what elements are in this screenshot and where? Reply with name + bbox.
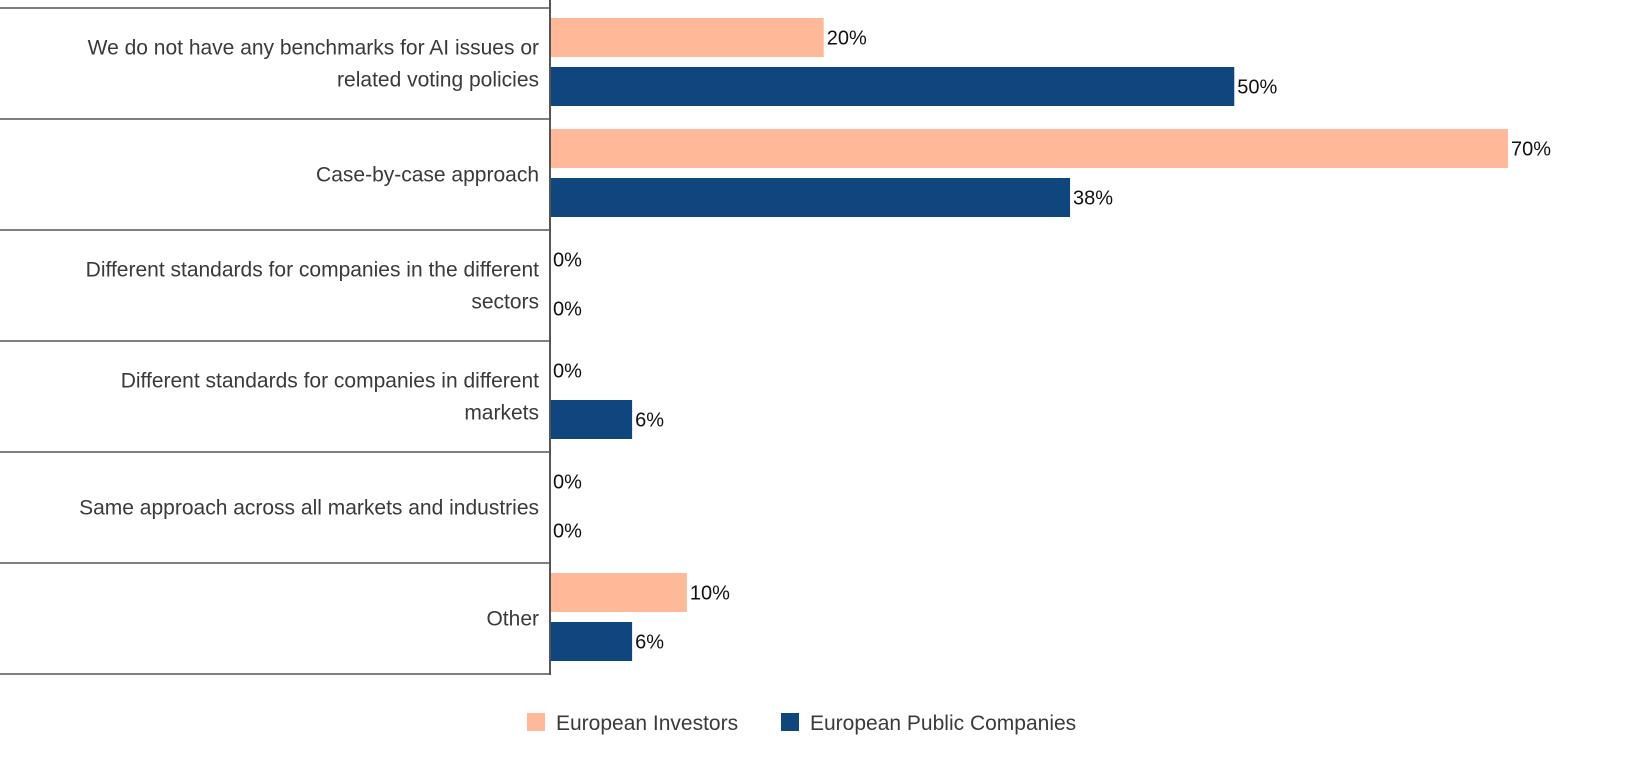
bar-european-public-companies [550,400,633,439]
bar-european-investors [550,18,824,57]
category-label: Different standards for companies in dif… [121,370,539,393]
data-label: 50% [1237,77,1277,99]
category-labels: We do not have any benchmarks for AI iss… [79,37,539,631]
category-label: sectors [471,291,539,314]
data-label: 6% [635,632,664,654]
data-label: 70% [1511,139,1551,161]
bar-european-public-companies [550,178,1071,217]
data-label: 38% [1073,188,1113,210]
bar-european-investors [550,573,687,612]
data-label: 6% [635,410,664,432]
bars [550,18,1508,661]
bar-european-public-companies [550,67,1235,106]
value-labels: 20% 50% 70% 38% 0% 0% 0% 6% 0% 0% 10% 6% [553,28,1551,654]
category-separators [0,7,550,675]
category-label: Different standards for companies in the… [86,259,539,282]
legend-label: European Investors [556,712,738,735]
category-label: markets [464,402,539,425]
legend: European Investors European Public Compan… [527,712,1076,735]
category-label: related voting policies [337,69,539,92]
data-label: 0% [553,299,582,321]
data-label: 20% [827,28,867,50]
legend-swatch [527,713,545,731]
data-label: 10% [690,583,730,605]
category-label: We do not have any benchmarks for AI iss… [88,37,539,60]
bar-european-public-companies [550,622,633,661]
data-label: 0% [553,521,582,543]
bar-european-investors [550,129,1508,168]
legend-label: European Public Companies [810,712,1076,735]
data-label: 0% [553,250,582,272]
data-label: 0% [553,472,582,494]
category-label: Other [486,608,539,631]
data-label: 0% [553,361,582,383]
category-label: Same approach across all markets and ind… [79,497,539,520]
legend-swatch [781,713,799,731]
category-label: Case-by-case approach [316,164,539,187]
